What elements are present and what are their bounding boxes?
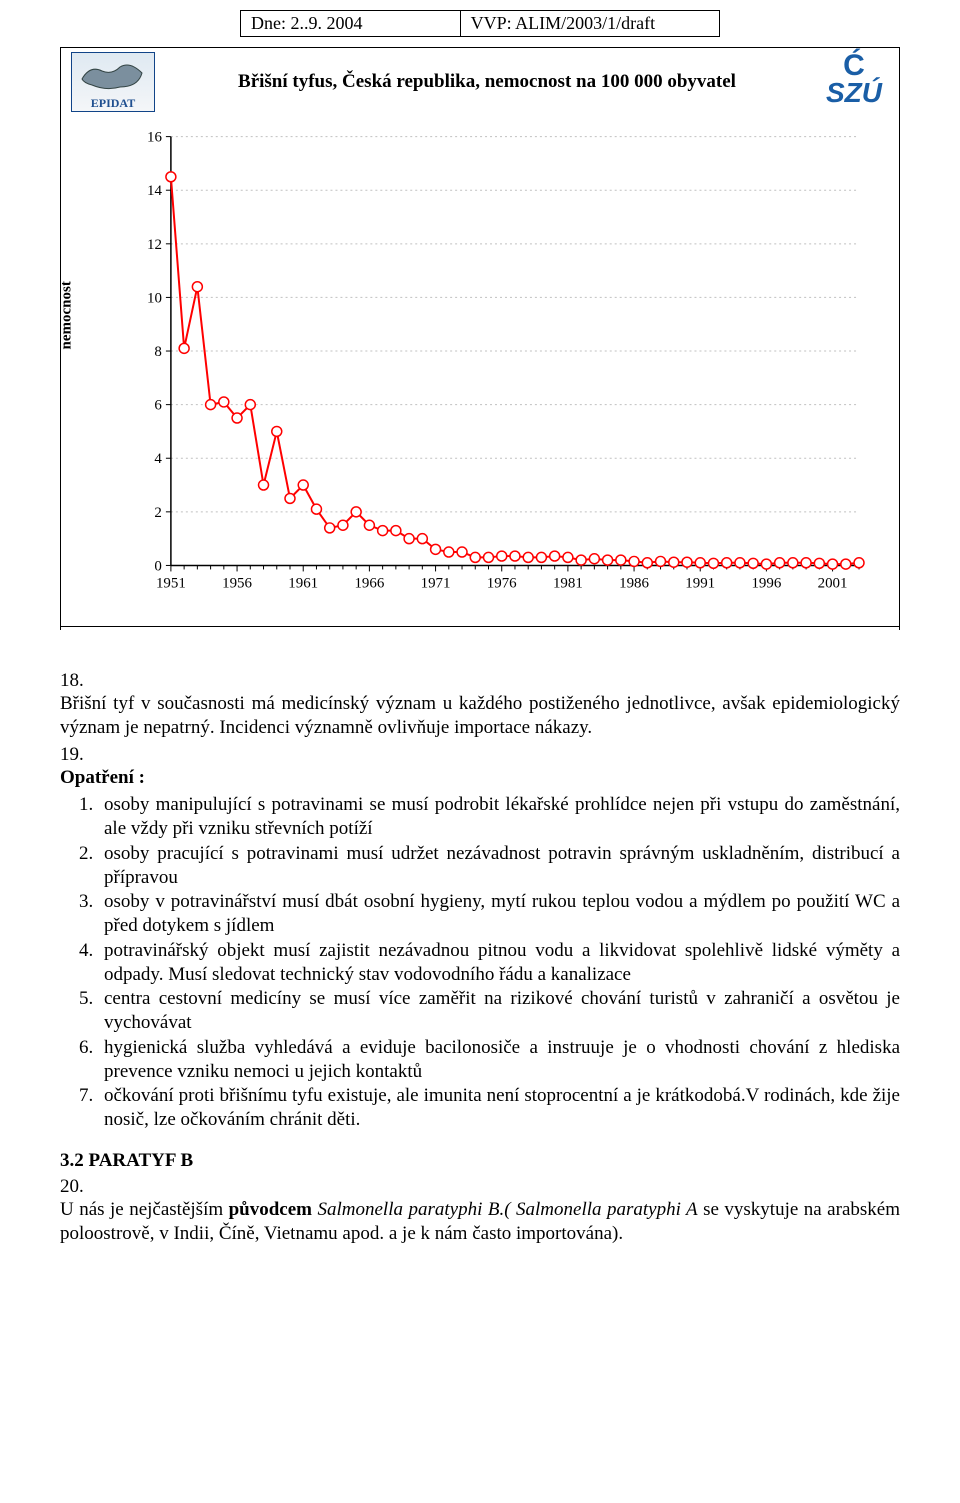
svg-text:1981: 1981 (553, 575, 583, 591)
svg-text:1951: 1951 (156, 575, 186, 591)
chart-divider (61, 626, 899, 630)
svg-text:14: 14 (147, 183, 162, 199)
p20-before: U nás je nejčastějším (60, 1199, 229, 1220)
svg-text:1966: 1966 (354, 575, 384, 591)
paragraph-18: 18. Břišní tyf v současnosti má medicíns… (60, 670, 900, 740)
chart-header: EPIDAT Břišní tyfus, Česká republika, ne… (61, 48, 899, 116)
measures-item: osoby pracující s potravinami musí udrže… (98, 842, 900, 890)
p20-it1: Salmonella paratyphi B.( Salmonella para… (318, 1199, 698, 1220)
measures-item: osoby manipulující s potravinami se musí… (98, 793, 900, 841)
y-axis-label: nemocnost (59, 281, 76, 349)
para-num-20: 20. (60, 1176, 900, 1198)
paragraph-19: 19. Opatření : osoby manipulující s potr… (60, 744, 900, 1132)
header-date: Dne: 2..9. 2004 (241, 11, 461, 36)
measures-item: centra cestovní medicíny se musí více za… (98, 987, 900, 1035)
svg-text:1986: 1986 (619, 575, 649, 591)
svg-text:8: 8 (154, 344, 161, 360)
measures-item: očkování proti břišnímu tyfu existuje, a… (98, 1084, 900, 1132)
chart-block: EPIDAT Břišní tyfus, Česká republika, ne… (60, 47, 900, 630)
measures-item: potravinářský objekt musí zajistit nezáv… (98, 939, 900, 987)
section-heading-paratyf: 3.2 PARATYF B (60, 1150, 900, 1172)
epidat-logo: EPIDAT (71, 52, 155, 112)
para-18-text: Břišní tyf v současnosti má medicínský v… (60, 692, 900, 740)
header-ref: VVP: ALIM/2003/1/draft (461, 11, 719, 36)
svg-text:1961: 1961 (288, 575, 318, 591)
measures-item: osoby v potravinářství musí dbát osobní … (98, 890, 900, 938)
svg-text:16: 16 (147, 130, 162, 146)
svg-text:4: 4 (154, 451, 162, 467)
plot-area: nemocnost 0 2 4 6 8 10 12 14 16 1951 1956 1961 1966 1… (61, 116, 899, 626)
header-box: Dne: 2..9. 2004 VVP: ALIM/2003/1/draft (240, 10, 720, 37)
szu-logo-c-icon: Ć (819, 55, 889, 77)
chart-title: Břišní tyfus, Česká republika, nemocnost… (165, 71, 809, 93)
szu-logo: Ć SZÚ (819, 55, 889, 109)
svg-text:1956: 1956 (222, 575, 252, 591)
measures-list: osoby manipulující s potravinami se musí… (98, 793, 900, 1132)
svg-text:1976: 1976 (487, 575, 517, 591)
para-20-text: U nás je nejčastějším původcem Salmonell… (60, 1198, 900, 1246)
svg-text:1971: 1971 (421, 575, 451, 591)
line-chart: 0 2 4 6 8 10 12 14 16 1951 1956 1961 1966 1971 1976 198… (131, 126, 869, 596)
svg-text:2001: 2001 (818, 575, 848, 591)
svg-text:0: 0 (154, 558, 161, 574)
measures-item: hygienická služba vyhledává a eviduje ba… (98, 1036, 900, 1084)
svg-text:10: 10 (147, 290, 162, 306)
szu-logo-label: SZÚ (826, 77, 882, 108)
svg-text:6: 6 (154, 398, 162, 414)
para-num-19: 19. (60, 744, 900, 766)
svg-text:1996: 1996 (751, 575, 781, 591)
epidat-logo-label: EPIDAT (91, 96, 135, 111)
svg-text:2: 2 (154, 505, 161, 521)
svg-text:1991: 1991 (685, 575, 715, 591)
p20-em1: původcem (229, 1199, 312, 1220)
svg-text:12: 12 (147, 237, 162, 253)
measures-lead: Opatření : (60, 767, 145, 788)
para-num-18: 18. (60, 670, 900, 692)
